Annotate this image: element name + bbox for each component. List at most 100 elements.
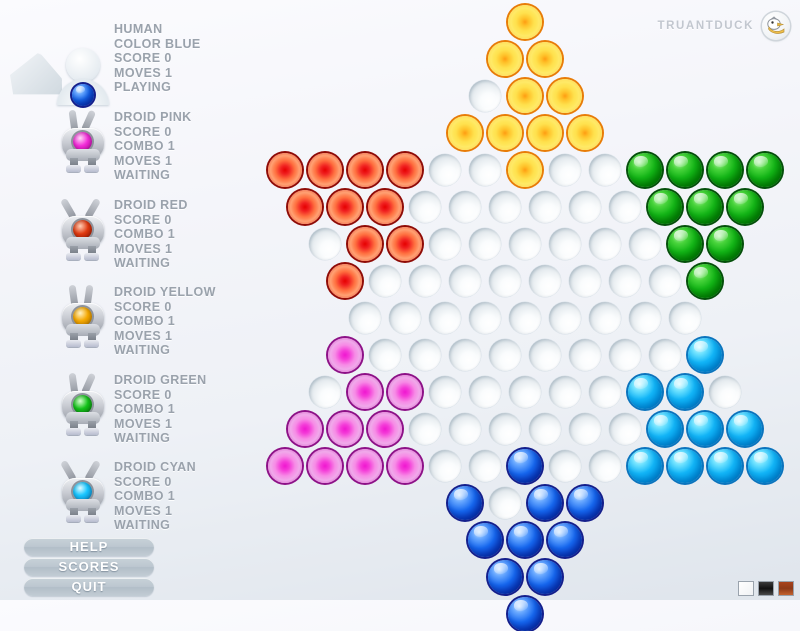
- board-hole[interactable]: [609, 191, 641, 223]
- board-hole[interactable]: [549, 154, 581, 186]
- board-hole[interactable]: [529, 339, 561, 371]
- board-marble-red[interactable]: [388, 227, 422, 261]
- board-hole[interactable]: [469, 80, 501, 112]
- board-hole[interactable]: [449, 339, 481, 371]
- board-marble-green[interactable]: [708, 153, 742, 187]
- board-hole[interactable]: [409, 413, 441, 445]
- board-hole[interactable]: [649, 265, 681, 297]
- board-hole[interactable]: [429, 228, 461, 260]
- board-marble-red[interactable]: [328, 190, 362, 224]
- board-hole[interactable]: [389, 302, 421, 334]
- board-marble-green[interactable]: [668, 153, 702, 187]
- board-marble-magenta[interactable]: [328, 412, 362, 446]
- board-marble-blue[interactable]: [568, 486, 602, 520]
- board-marble-magenta[interactable]: [348, 375, 382, 409]
- board-hole[interactable]: [629, 228, 661, 260]
- board-hole[interactable]: [469, 450, 501, 482]
- board-marble-blue[interactable]: [508, 523, 542, 557]
- board-marble-red[interactable]: [268, 153, 302, 187]
- board-hole[interactable]: [429, 376, 461, 408]
- board-hole[interactable]: [429, 302, 461, 334]
- board-marble-red[interactable]: [368, 190, 402, 224]
- board-marble-red[interactable]: [348, 153, 382, 187]
- board-marble-red[interactable]: [348, 227, 382, 261]
- board-hole[interactable]: [649, 339, 681, 371]
- board-hole[interactable]: [489, 339, 521, 371]
- board-marble-cyan[interactable]: [668, 375, 702, 409]
- board-hole[interactable]: [469, 228, 501, 260]
- board-marble-yellow[interactable]: [548, 79, 582, 113]
- scores-button[interactable]: SCORES: [24, 558, 154, 576]
- board-marble-red[interactable]: [288, 190, 322, 224]
- board-marble-magenta[interactable]: [328, 338, 362, 372]
- board-marble-yellow[interactable]: [568, 116, 602, 150]
- board-hole[interactable]: [549, 376, 581, 408]
- board-hole[interactable]: [409, 339, 441, 371]
- board-marble-cyan[interactable]: [728, 412, 762, 446]
- board-marble-magenta[interactable]: [388, 449, 422, 483]
- board-marble-blue[interactable]: [528, 560, 562, 594]
- board-hole[interactable]: [349, 302, 381, 334]
- board-hole[interactable]: [429, 450, 461, 482]
- board-hole[interactable]: [629, 302, 661, 334]
- board-marble-magenta[interactable]: [288, 412, 322, 446]
- board-hole[interactable]: [309, 376, 341, 408]
- board-hole[interactable]: [609, 339, 641, 371]
- board-hole[interactable]: [549, 228, 581, 260]
- board-hole[interactable]: [469, 154, 501, 186]
- board-marble-cyan[interactable]: [628, 449, 662, 483]
- board-marble-green[interactable]: [688, 190, 722, 224]
- board-hole[interactable]: [489, 191, 521, 223]
- board-marble-green[interactable]: [728, 190, 762, 224]
- board-marble-yellow[interactable]: [488, 116, 522, 150]
- board-hole[interactable]: [369, 265, 401, 297]
- board-marble-green[interactable]: [648, 190, 682, 224]
- board-marble-green[interactable]: [688, 264, 722, 298]
- board-hole[interactable]: [369, 339, 401, 371]
- board-hole[interactable]: [609, 413, 641, 445]
- board-marble-yellow[interactable]: [508, 153, 542, 187]
- board-hole[interactable]: [529, 191, 561, 223]
- board-hole[interactable]: [529, 265, 561, 297]
- board-marble-blue[interactable]: [508, 597, 542, 631]
- board-marble-green[interactable]: [628, 153, 662, 187]
- board-marble-cyan[interactable]: [688, 338, 722, 372]
- board-hole[interactable]: [569, 265, 601, 297]
- board-marble-green[interactable]: [708, 227, 742, 261]
- board-marble-magenta[interactable]: [368, 412, 402, 446]
- help-button[interactable]: HELP: [24, 538, 154, 556]
- board-marble-magenta[interactable]: [348, 449, 382, 483]
- theme-white-swatch[interactable]: [738, 581, 754, 596]
- board-hole[interactable]: [489, 413, 521, 445]
- board-hole[interactable]: [429, 154, 461, 186]
- board-hole[interactable]: [509, 376, 541, 408]
- board-marble-cyan[interactable]: [688, 412, 722, 446]
- board-marble-blue[interactable]: [528, 486, 562, 520]
- theme-wood-swatch[interactable]: [778, 581, 794, 596]
- board-marble-blue[interactable]: [488, 560, 522, 594]
- board-hole[interactable]: [549, 302, 581, 334]
- board-hole[interactable]: [509, 302, 541, 334]
- board-marble-blue[interactable]: [468, 523, 502, 557]
- board-hole[interactable]: [449, 191, 481, 223]
- board-hole[interactable]: [589, 376, 621, 408]
- board-marble-blue[interactable]: [548, 523, 582, 557]
- board-marble-yellow[interactable]: [508, 79, 542, 113]
- board-hole[interactable]: [569, 413, 601, 445]
- board-hole[interactable]: [589, 450, 621, 482]
- board-marble-yellow[interactable]: [508, 5, 542, 39]
- board-marble-magenta[interactable]: [268, 449, 302, 483]
- quit-button[interactable]: QUIT: [24, 578, 154, 596]
- board-marble-cyan[interactable]: [668, 449, 702, 483]
- board-hole[interactable]: [409, 265, 441, 297]
- board-marble-magenta[interactable]: [388, 375, 422, 409]
- board-hole[interactable]: [569, 339, 601, 371]
- board-hole[interactable]: [589, 154, 621, 186]
- board-marble-blue[interactable]: [448, 486, 482, 520]
- theme-dark-swatch[interactable]: [758, 581, 774, 596]
- board-hole[interactable]: [409, 191, 441, 223]
- board-hole[interactable]: [309, 228, 341, 260]
- board-hole[interactable]: [509, 228, 541, 260]
- board-hole[interactable]: [489, 487, 521, 519]
